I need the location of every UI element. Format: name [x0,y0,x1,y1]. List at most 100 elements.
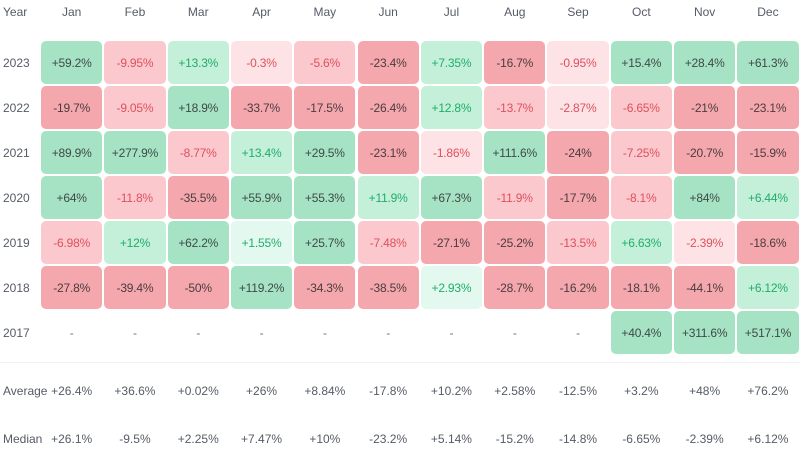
heatmap-cell: -11.8% [104,176,166,219]
heatmap-cell: -9.95% [104,41,166,84]
heatmap-cell: +15.4% [610,41,672,84]
column-header-jan: Jan [61,5,82,19]
heatmap-cell: -6.98% [41,221,103,264]
stat-label-median: Median [3,432,43,446]
heatmap-cell: -23.4% [357,41,419,84]
stat-value: -17.8% [369,384,408,398]
heatmap-cell: - [69,325,74,340]
stat-value: +26.1% [51,432,93,446]
row-label-2023: 2023 [3,55,30,70]
heatmap-cell: +11.9% [357,176,419,219]
heatmap-cell: +2.93% [420,266,483,309]
heatmap-cell: +119.2% [230,266,293,309]
row-label-2020: 2020 [3,190,30,205]
heatmap-cell: +7.35% [420,41,483,84]
stat-value: +36.6% [114,384,156,398]
heatmap-cell: -17.5% [294,86,356,129]
heatmap-cell: -16.2% [547,266,609,309]
heatmap-cell: +40.4% [610,311,672,354]
stat-value: -6.65% [622,432,661,446]
stat-value: -14.8% [559,432,598,446]
heatmap-cell: +84% [674,176,736,219]
heatmap-cell: - [259,325,264,340]
heatmap-cell: -7.48% [357,221,419,264]
heatmap-cell: -18.6% [737,221,799,264]
heatmap-cell: -9.05% [104,86,166,129]
heatmap-cell: +61.3% [737,41,799,84]
heatmap-cell: -6.65% [610,86,672,129]
heatmap-cell: +55.3% [294,176,356,219]
heatmap-cell: -24% [547,131,609,174]
column-header-mar: Mar [187,5,209,19]
stat-value: +10% [309,432,341,446]
heatmap-cell: -26.4% [357,86,419,129]
heatmap-cell: +6.12% [737,266,799,309]
heatmap-cell: -11.9% [484,176,546,219]
heatmap-cell: +12.8% [420,86,483,129]
heatmap-cell: -39.4% [104,266,166,309]
column-header-may: May [313,5,337,19]
heatmap-cell: +517.1% [737,311,799,354]
heatmap-cell: -18.1% [610,266,672,309]
heatmap-cell: +28.4% [674,41,736,84]
heatmap-cell: +13.4% [230,131,293,174]
corner-label: Year [3,5,28,19]
heatmap-cell: +89.9% [41,131,103,174]
stat-value: +76.2% [747,384,789,398]
row-label-2019: 2019 [3,235,30,250]
heatmap-cell: -7.25% [610,131,672,174]
heatmap-cell: +18.9% [167,86,229,129]
column-header-feb: Feb [124,5,146,19]
heatmap-cell: -15.9% [737,131,799,174]
heatmap-cell: -0.95% [547,41,609,84]
heatmap-cell: -2.87% [547,86,609,129]
heatmap-cell: +1.55% [230,221,293,264]
heatmap-cell: -19.7% [41,86,103,129]
heatmap-cell: -8.1% [610,176,672,219]
heatmap-cell: -28.7% [484,266,546,309]
column-header-sep: Sep [567,5,589,19]
stat-value: +5.14% [430,432,472,446]
heatmap-cell: +55.9% [230,176,293,219]
column-header-nov: Nov [693,5,716,19]
heatmap-cell: -13.5% [547,221,609,264]
stat-value: +26% [246,384,278,398]
heatmap-cell: -16.7% [484,41,546,84]
heatmap-cell: +67.3% [420,176,483,219]
stat-value: +48% [689,384,721,398]
stat-value: -12.5% [559,384,598,398]
heatmap-cell: +62.2% [167,221,229,264]
heatmap-cell: -27.1% [420,221,483,264]
heatmap-cell: +64% [41,176,103,219]
column-header-oct: Oct [632,5,651,19]
heatmap-cell: -20.7% [674,131,736,174]
heatmap-cell: -44.1% [674,266,736,309]
heatmap-cell: - [196,325,201,340]
stat-value: -9.5% [119,432,151,446]
heatmap-cell: -33.7% [230,86,293,129]
column-header-dec: Dec [757,5,779,19]
heatmap-cell: -1.86% [420,131,483,174]
stat-value: +0.02% [177,384,219,398]
column-header-jun: Jun [378,5,398,19]
heatmap-cell: +6.63% [610,221,672,264]
heatmap-cell: +59.2% [41,41,103,84]
stat-label-average: Average [3,384,48,398]
row-label-2022: 2022 [3,100,30,115]
heatmap-cell: +277.9% [104,131,166,174]
heatmap-cell: - [386,325,391,340]
heatmap-cell: -13.7% [484,86,546,129]
heatmap-cell: - [449,325,454,340]
heatmap-cell: -17.7% [547,176,609,219]
heatmap-cell: - [322,325,327,340]
heatmap-cell: - [512,325,517,340]
stat-value: -2.39% [685,432,724,446]
stat-value: +8.84% [304,384,346,398]
row-label-2021: 2021 [3,145,30,160]
heatmap-cell: - [576,325,580,340]
stat-value: +3.2% [624,384,659,398]
column-header-aug: Aug [504,5,526,19]
heatmap-cell: -27.8% [41,266,103,309]
heatmap-cell: -0.3% [230,41,293,84]
